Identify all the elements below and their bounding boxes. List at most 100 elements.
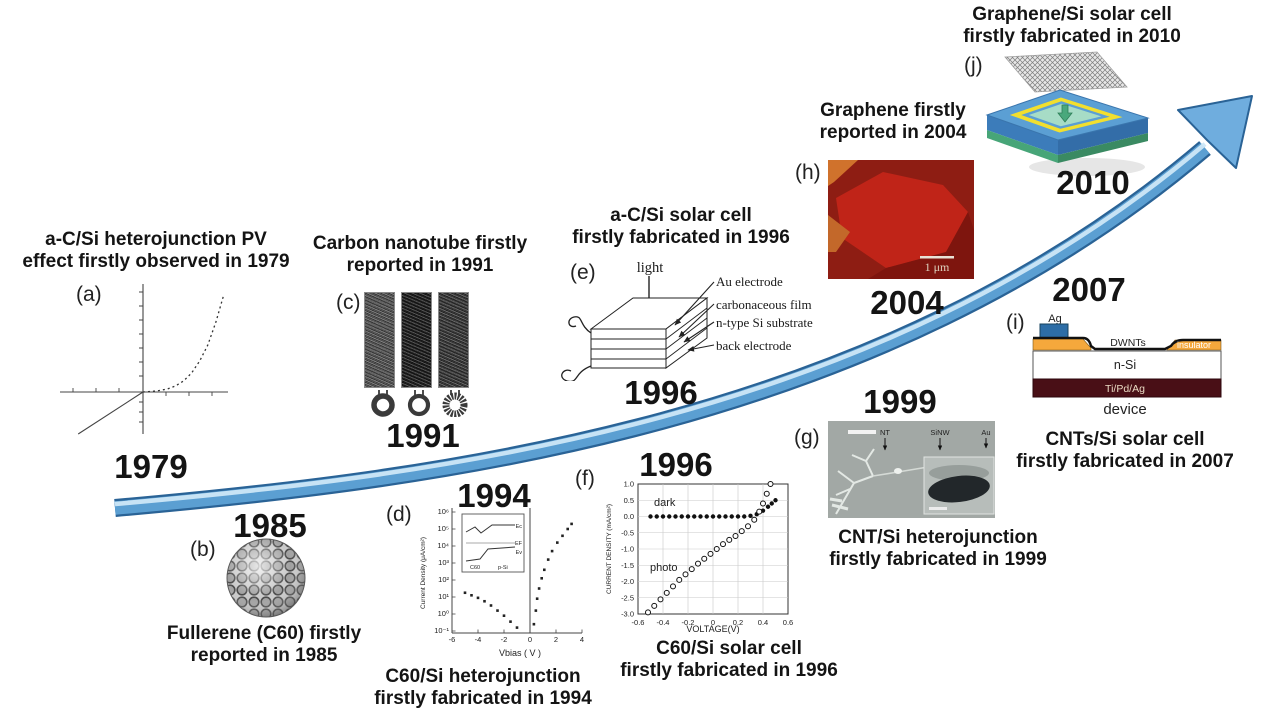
- data-point: [476, 596, 480, 600]
- p-si-label: p-Si: [498, 565, 508, 571]
- n-si-substrate: [1032, 350, 1222, 380]
- dark-data-point: [667, 514, 672, 519]
- dark-series-label: dark: [654, 497, 676, 509]
- y-axis-label: Current Density (μA/cm²): [420, 537, 427, 609]
- nanotube-cross-sections: [371, 390, 468, 417]
- data-point: [537, 587, 541, 590]
- year-1991: 1991: [386, 417, 460, 454]
- photo-data-point: [645, 609, 651, 616]
- panel-letter-a: (a): [76, 283, 102, 306]
- light-down-arrow: [1057, 104, 1073, 123]
- photo-data-point: [663, 589, 670, 596]
- caption-j: Graphene/Si solar cell firstly fabricate…: [963, 4, 1181, 47]
- y-ticks: [139, 291, 143, 423]
- ec-label: Ec: [516, 524, 523, 530]
- panel-letter-f: (f): [575, 467, 595, 490]
- year-1996-f: 1996: [639, 446, 713, 483]
- tick-label: -0.2: [682, 618, 695, 627]
- ring-prongs-2: [414, 390, 424, 395]
- ring-1: [371, 393, 395, 417]
- dark-data-point: [723, 514, 728, 519]
- data-point: [546, 558, 550, 561]
- y-tick-marks: [452, 511, 456, 632]
- photo-data-point: [732, 533, 739, 539]
- v-gridlines: [662, 484, 764, 614]
- device-label: device: [1103, 401, 1146, 418]
- ac-si-cell-schematic: light Au electrode carbonaceous film n-t…: [561, 260, 813, 381]
- tick-label: 0.5: [624, 496, 634, 505]
- chip-side-left: [987, 115, 1058, 155]
- caption-i: CNTs/Si solar cell firstly fabricated in…: [1016, 429, 1234, 472]
- panel-letter-b: (b): [190, 538, 216, 561]
- ag-contact: [1039, 323, 1069, 339]
- data-point: [543, 568, 546, 572]
- year-1994: 1994: [457, 477, 531, 514]
- tick-label: 0.0: [624, 512, 634, 521]
- year-1985: 1985: [233, 507, 307, 544]
- photo-data-point: [701, 555, 708, 562]
- tick-label: 10⁴: [437, 541, 449, 550]
- tick-label: 0.4: [758, 618, 768, 627]
- scale-bar-label: 1 μm: [925, 260, 950, 274]
- photo-data-point: [726, 536, 733, 543]
- photo-data-point: [676, 576, 683, 583]
- forward-curve: [142, 293, 225, 393]
- dwnt-film: [1033, 336, 1221, 351]
- caption-b: Fullerene (C60) firstly reported in 1985: [166, 623, 362, 666]
- tick-label: -2.0: [621, 577, 634, 586]
- tick-label: -3.0: [621, 610, 634, 619]
- tick-label: 0: [528, 635, 532, 644]
- tick-label: 10⁶: [438, 507, 449, 516]
- panel-letter-g: (g): [794, 426, 820, 449]
- year-2004: 2004: [870, 284, 944, 321]
- tick-label: 4: [580, 635, 584, 644]
- tem-strip-2: [401, 292, 432, 388]
- data-point: [540, 577, 543, 580]
- chip-side-right: [1058, 118, 1148, 155]
- x-axis-label: VOLTAGE(V): [686, 624, 739, 634]
- carbonaceous-film-label: carbonaceous film: [716, 297, 812, 312]
- photo-series-label: photo: [650, 562, 678, 574]
- caption-c: Carbon nanotube firstly reported in 1991: [312, 233, 528, 276]
- iv-curves: [77, 293, 225, 435]
- tick-label: -1.5: [621, 561, 634, 570]
- ring-3: [442, 392, 468, 417]
- graphene-optical-image: 1 μm: [828, 160, 974, 279]
- scale-bar: [848, 430, 876, 434]
- x-axis-label: Vbias ( V ): [499, 648, 541, 658]
- label-arrows: [882, 438, 989, 451]
- year-1979: 1979: [114, 448, 188, 485]
- au-electrode-label: Au electrode: [716, 274, 783, 289]
- graphene-si-cell-schematic: [985, 51, 1150, 176]
- dark-data-point: [735, 514, 741, 519]
- tick-label: -0.4: [657, 618, 670, 627]
- c60-si-jv-plot: Current Density (μA/cm²) Vbias ( V ) Ec …: [420, 507, 584, 658]
- tick-label: 10¹: [438, 592, 449, 601]
- dark-data-point: [673, 514, 678, 519]
- dark-data-point: [704, 514, 709, 519]
- data-point: [532, 622, 536, 626]
- data-point: [556, 541, 559, 544]
- light-label: light: [637, 260, 664, 276]
- photo-data-point: [682, 571, 689, 578]
- conduction-band-line: [465, 524, 515, 534]
- ring-2: [407, 393, 431, 417]
- data-point: [489, 604, 493, 607]
- back-metal: [1032, 378, 1222, 398]
- caption-e: a-C/Si solar cell firstly fabricated in …: [572, 205, 790, 248]
- dark-data-point: [692, 514, 697, 519]
- sinw-label: SiNW: [930, 428, 950, 437]
- arrow-shaft: [114, 142, 1210, 515]
- ti-pd-ag-label: Ti/Pd/Ag: [1105, 383, 1145, 395]
- inset-dark-band: [928, 475, 990, 503]
- dark-data-point: [717, 514, 722, 519]
- photo-data-point: [751, 516, 758, 523]
- tick-label: 0.2: [733, 618, 743, 627]
- insulator-label: insulator: [1177, 340, 1211, 350]
- reverse-line: [77, 391, 144, 435]
- data-point: [561, 534, 564, 538]
- photo-data-point: [670, 583, 676, 590]
- ag-label: Ag: [1048, 313, 1061, 325]
- junction-knot: [894, 468, 902, 474]
- dark-data-point: [748, 513, 753, 519]
